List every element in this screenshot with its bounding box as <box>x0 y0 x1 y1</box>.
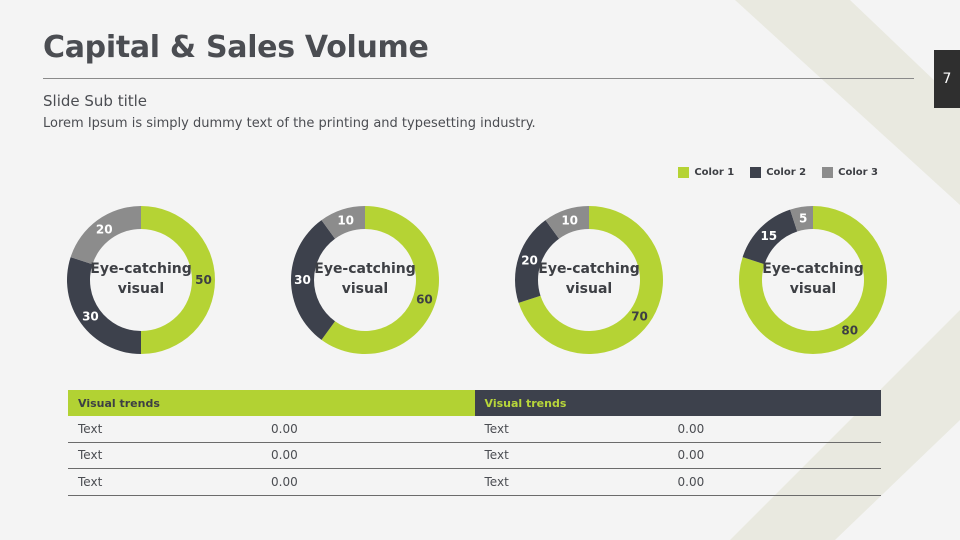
cell-value: 0.00 <box>271 474 298 489</box>
donut-slice-color1 <box>518 206 663 354</box>
data-label: 30 <box>294 273 311 287</box>
legend-swatch <box>678 167 690 178</box>
table-header-left: Visual trends <box>68 390 475 416</box>
slide-subtitle: Slide Sub title <box>43 92 148 110</box>
table-row: Text 0.00 Text 0.00 <box>68 416 881 443</box>
data-label: 20 <box>521 254 538 268</box>
donut-center-label: visual <box>342 281 388 297</box>
cell-text: Text <box>484 448 509 463</box>
legend-label: Color 1 <box>694 167 735 178</box>
slide-body-text: Lorem Ipsum is simply dummy text of the … <box>43 116 536 131</box>
donut-slice-color1 <box>321 206 440 355</box>
donut-center-label: visual <box>118 281 164 297</box>
cell-text: Text <box>484 474 509 489</box>
visual-trends-table: Visual trends Visual trends Text 0.00 Tex… <box>68 390 881 496</box>
data-label: 60 <box>416 292 433 306</box>
donut-chart-3: 70 20 10 Eye-catching visual <box>515 206 663 354</box>
slide-title: Capital & Sales Volume <box>43 30 429 65</box>
page-number: 7 <box>934 50 960 108</box>
donut-slice-color3 <box>321 206 365 239</box>
donut-center-label: Eye-catching <box>538 261 640 277</box>
data-label: 5 <box>799 211 807 225</box>
cell-value: 0.00 <box>271 448 298 463</box>
table-row: Text 0.00 Text 0.00 <box>68 469 881 496</box>
donut-slice-color2 <box>515 220 560 303</box>
donut-center-label: Eye-catching <box>314 261 416 277</box>
data-label: 70 <box>631 310 648 324</box>
data-label: 10 <box>561 214 578 228</box>
cell-value: 0.00 <box>677 421 705 436</box>
donut-slice-color3 <box>70 206 141 265</box>
cell-value: 0.00 <box>271 421 298 436</box>
donut-slice-color2 <box>66 257 141 354</box>
cell-value: 0.00 <box>677 448 705 463</box>
cell-text: Text <box>484 421 509 436</box>
donut-slice-color3 <box>790 206 813 232</box>
donut-chart-4: 80 15 5 Eye-catching visual <box>739 206 887 354</box>
legend-item-color2: Color 2 <box>750 167 806 178</box>
table-row: Text 0.00 Text 0.00 <box>68 443 881 469</box>
legend-label: Color 3 <box>838 167 878 178</box>
donut-center-label: Eye-catching <box>90 261 192 277</box>
data-label: 10 <box>337 214 354 228</box>
data-label: 30 <box>82 310 99 324</box>
data-label: 20 <box>96 222 113 236</box>
donut-center-label: Eye-catching <box>762 261 864 277</box>
legend-swatch <box>822 167 834 178</box>
legend-swatch <box>750 167 762 178</box>
title-divider <box>43 78 914 79</box>
donut-chart-2: 60 30 10 Eye-catching visual <box>291 206 440 355</box>
donut-slice-color3 <box>545 206 589 239</box>
table-header: Visual trends Visual trends <box>68 390 881 416</box>
donut-center-label: visual <box>790 281 836 297</box>
chart-legend: Color 1 Color 2 Color 3 <box>678 167 878 178</box>
donut-slice-color1 <box>141 206 215 354</box>
data-label: 50 <box>195 273 212 287</box>
data-label: 80 <box>841 324 858 338</box>
cell-text: Text <box>78 448 103 463</box>
donut-slice-color2 <box>742 209 798 265</box>
donut-slice-color2 <box>291 220 336 340</box>
legend-item-color3: Color 3 <box>822 167 878 178</box>
cell-value: 0.00 <box>677 474 705 489</box>
table-header-right: Visual trends <box>474 390 881 416</box>
donut-center-label: visual <box>566 281 612 297</box>
donut-slice-color1 <box>739 206 887 354</box>
cell-text: Text <box>78 474 103 489</box>
data-label: 15 <box>760 229 777 243</box>
donut-chart-1: 50 30 20 Eye-catching visual <box>66 206 215 354</box>
cell-text: Text <box>78 421 103 436</box>
legend-item-color1: Color 1 <box>678 167 734 178</box>
legend-label: Color 2 <box>766 167 807 178</box>
